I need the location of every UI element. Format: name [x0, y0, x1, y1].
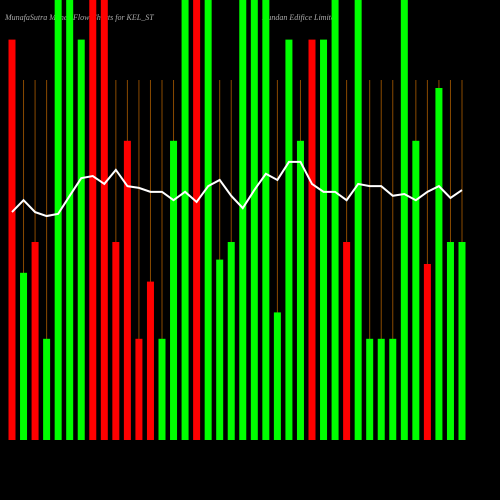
bar: [412, 140, 420, 441]
bar: [20, 272, 28, 440]
bar: [123, 140, 131, 441]
bar: [446, 242, 454, 440]
bar: [331, 0, 339, 440]
bar: [31, 242, 39, 440]
bar: [400, 0, 408, 440]
bar: [66, 0, 74, 440]
bar: [193, 0, 201, 440]
bar: [423, 264, 431, 440]
bar: [54, 0, 62, 440]
bar: [285, 39, 293, 440]
bar: [458, 242, 466, 440]
bar: [77, 39, 85, 440]
bar: [89, 0, 97, 440]
bar: [181, 0, 189, 440]
money-flow-line: [11, 160, 463, 218]
chart-title: MunafaSutra Money Flow Charts for KEL_ST: [4, 13, 154, 22]
bar: [377, 338, 385, 440]
bar: [320, 39, 328, 440]
bar: [343, 242, 351, 440]
bar: [204, 0, 212, 440]
bar: [170, 140, 178, 441]
bar: [296, 140, 304, 441]
bar: [112, 242, 120, 440]
bar: [8, 39, 16, 440]
bar: [262, 0, 270, 440]
bar: [354, 0, 362, 440]
bar: [216, 259, 224, 440]
bar: [273, 312, 281, 440]
bar: [100, 0, 108, 440]
bar: [366, 338, 374, 440]
bar: [389, 338, 397, 440]
bar: [435, 88, 443, 440]
bar: [250, 0, 258, 440]
bar: [227, 242, 235, 440]
bar: [158, 338, 166, 440]
bar: [135, 338, 143, 440]
bar: [43, 338, 51, 440]
bar: [308, 39, 316, 440]
bar: [146, 281, 154, 440]
bar: [239, 0, 247, 440]
chart-subtitle: Kundan Edifice Limited: [261, 13, 339, 22]
